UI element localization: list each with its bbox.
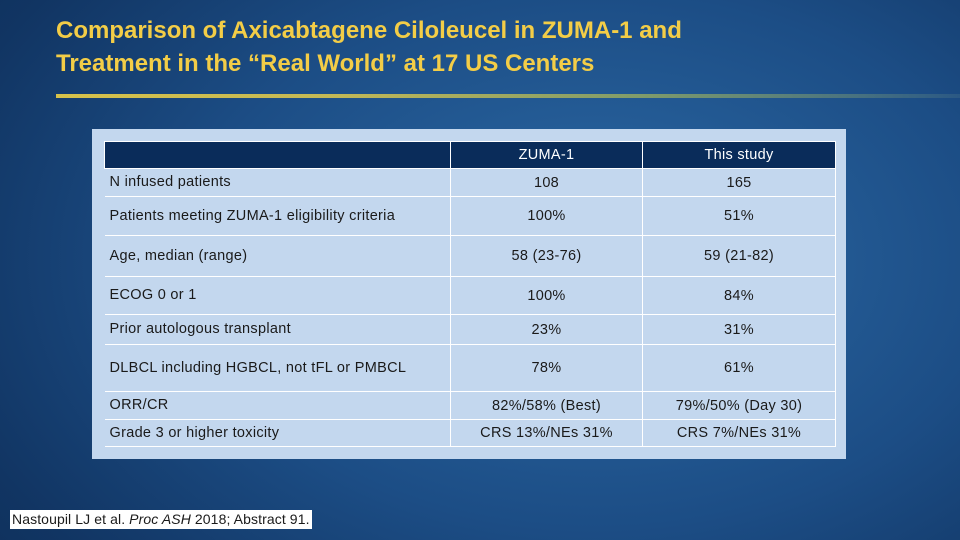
slide-title-line-1: Comparison of Axicabtagene Ciloleucel in… [56, 17, 682, 44]
row-label: N infused patients [104, 168, 451, 197]
zuma1-value: 78% [450, 344, 643, 392]
header-zuma1: ZUMA-1 [450, 141, 643, 169]
zuma1-value: 58 (23-76) [450, 235, 643, 277]
row-label: Patients meeting ZUMA-1 eligibility crit… [104, 196, 451, 236]
citation-journal: Proc ASH [129, 511, 191, 527]
this-study-value: 61% [642, 344, 836, 392]
table-header-row: ZUMA-1 This study [104, 141, 836, 169]
zuma1-value: 82%/58% (Best) [450, 391, 643, 420]
this-study-value: 165 [642, 168, 836, 197]
table-row: ECOG 0 or 1 100% 84% [104, 276, 836, 315]
this-study-value: CRS 7%/NEs 31% [642, 419, 836, 447]
table-row: Prior autologous transplant 23% 31% [104, 314, 836, 345]
table-row: Age, median (range) 58 (23-76) 59 (21-82… [104, 235, 836, 277]
table-row: N infused patients 108 165 [104, 168, 836, 197]
title-divider [56, 94, 960, 98]
comparison-table: ZUMA-1 This study N infused patients 108… [104, 141, 836, 447]
row-label: ECOG 0 or 1 [104, 276, 451, 315]
citation-authors: Nastoupil LJ et al. [12, 511, 130, 527]
row-label: Grade 3 or higher toxicity [104, 419, 451, 447]
citation: Nastoupil LJ et al. Proc ASH 2018; Abstr… [10, 510, 312, 529]
this-study-value: 84% [642, 276, 836, 315]
slide-title-line-2: Treatment in the “Real World” at 17 US C… [56, 50, 595, 77]
row-label: Age, median (range) [104, 235, 451, 277]
this-study-value: 59 (21-82) [642, 235, 836, 277]
header-this-study: This study [642, 141, 836, 169]
zuma1-value: 23% [450, 314, 643, 345]
zuma1-value: 100% [450, 276, 643, 315]
table-row: DLBCL including HGBCL, not tFL or PMBCL … [104, 344, 836, 392]
header-blank-cell [104, 141, 451, 169]
row-label: Prior autologous transplant [104, 314, 451, 345]
this-study-value: 79%/50% (Day 30) [642, 391, 836, 420]
row-label: ORR/CR [104, 391, 451, 420]
table-row: Grade 3 or higher toxicity CRS 13%/NEs 3… [104, 419, 836, 447]
table-row: ORR/CR 82%/58% (Best) 79%/50% (Day 30) [104, 391, 836, 420]
table-row: Patients meeting ZUMA-1 eligibility crit… [104, 196, 836, 236]
citation-details: 2018; Abstract 91. [190, 511, 310, 527]
slide-title: Comparison of Axicabtagene Ciloleucel in… [56, 14, 916, 80]
zuma1-value: CRS 13%/NEs 31% [450, 419, 643, 447]
this-study-value: 31% [642, 314, 836, 345]
zuma1-value: 100% [450, 196, 643, 236]
zuma1-value: 108 [450, 168, 643, 197]
this-study-value: 51% [642, 196, 836, 236]
row-label: DLBCL including HGBCL, not tFL or PMBCL [104, 344, 451, 392]
comparison-table-panel: ZUMA-1 This study N infused patients 108… [92, 129, 846, 459]
